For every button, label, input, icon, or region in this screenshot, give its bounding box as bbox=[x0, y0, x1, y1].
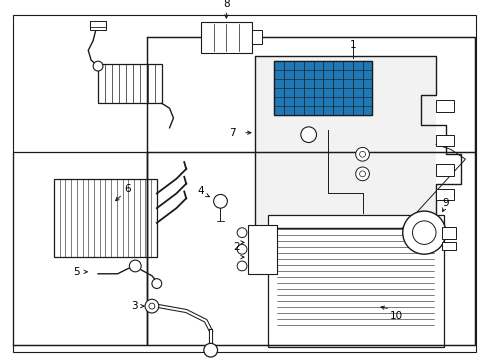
Text: 1: 1 bbox=[349, 40, 355, 50]
Circle shape bbox=[359, 151, 365, 157]
Circle shape bbox=[412, 221, 435, 244]
Bar bbox=[435, 189, 453, 200]
Circle shape bbox=[402, 211, 445, 254]
Circle shape bbox=[93, 61, 102, 71]
Text: 9: 9 bbox=[442, 198, 448, 208]
Bar bbox=[435, 100, 453, 112]
Bar bbox=[277, 223, 433, 330]
Text: 6: 6 bbox=[124, 184, 130, 194]
Circle shape bbox=[300, 127, 316, 143]
Circle shape bbox=[237, 228, 246, 238]
Circle shape bbox=[145, 299, 159, 313]
Bar bbox=[147, 37, 474, 345]
Circle shape bbox=[355, 147, 368, 161]
Text: 2: 2 bbox=[233, 242, 240, 252]
Circle shape bbox=[129, 260, 141, 272]
Text: 3: 3 bbox=[131, 301, 137, 311]
Bar bbox=[441, 242, 455, 250]
Text: 8: 8 bbox=[223, 0, 229, 9]
Bar bbox=[98, 64, 162, 103]
Bar bbox=[247, 225, 277, 274]
Circle shape bbox=[203, 343, 217, 357]
Bar bbox=[251, 30, 261, 44]
Circle shape bbox=[152, 279, 162, 288]
Bar bbox=[54, 179, 157, 257]
Text: 7: 7 bbox=[228, 128, 235, 138]
Bar bbox=[201, 22, 251, 53]
Text: 10: 10 bbox=[389, 311, 403, 321]
Text: 5: 5 bbox=[73, 267, 80, 277]
Bar bbox=[274, 61, 371, 115]
Circle shape bbox=[237, 244, 246, 254]
Bar bbox=[254, 56, 435, 228]
Bar bbox=[435, 135, 453, 147]
Bar bbox=[267, 215, 443, 347]
Circle shape bbox=[355, 167, 368, 181]
Bar bbox=[13, 152, 147, 345]
Bar bbox=[435, 164, 453, 176]
Bar bbox=[441, 227, 455, 239]
Circle shape bbox=[237, 261, 246, 271]
Bar bbox=[274, 61, 371, 115]
Text: 4: 4 bbox=[197, 186, 204, 197]
Circle shape bbox=[149, 303, 155, 309]
Circle shape bbox=[213, 194, 227, 208]
Bar bbox=[90, 21, 106, 30]
Circle shape bbox=[359, 171, 365, 177]
